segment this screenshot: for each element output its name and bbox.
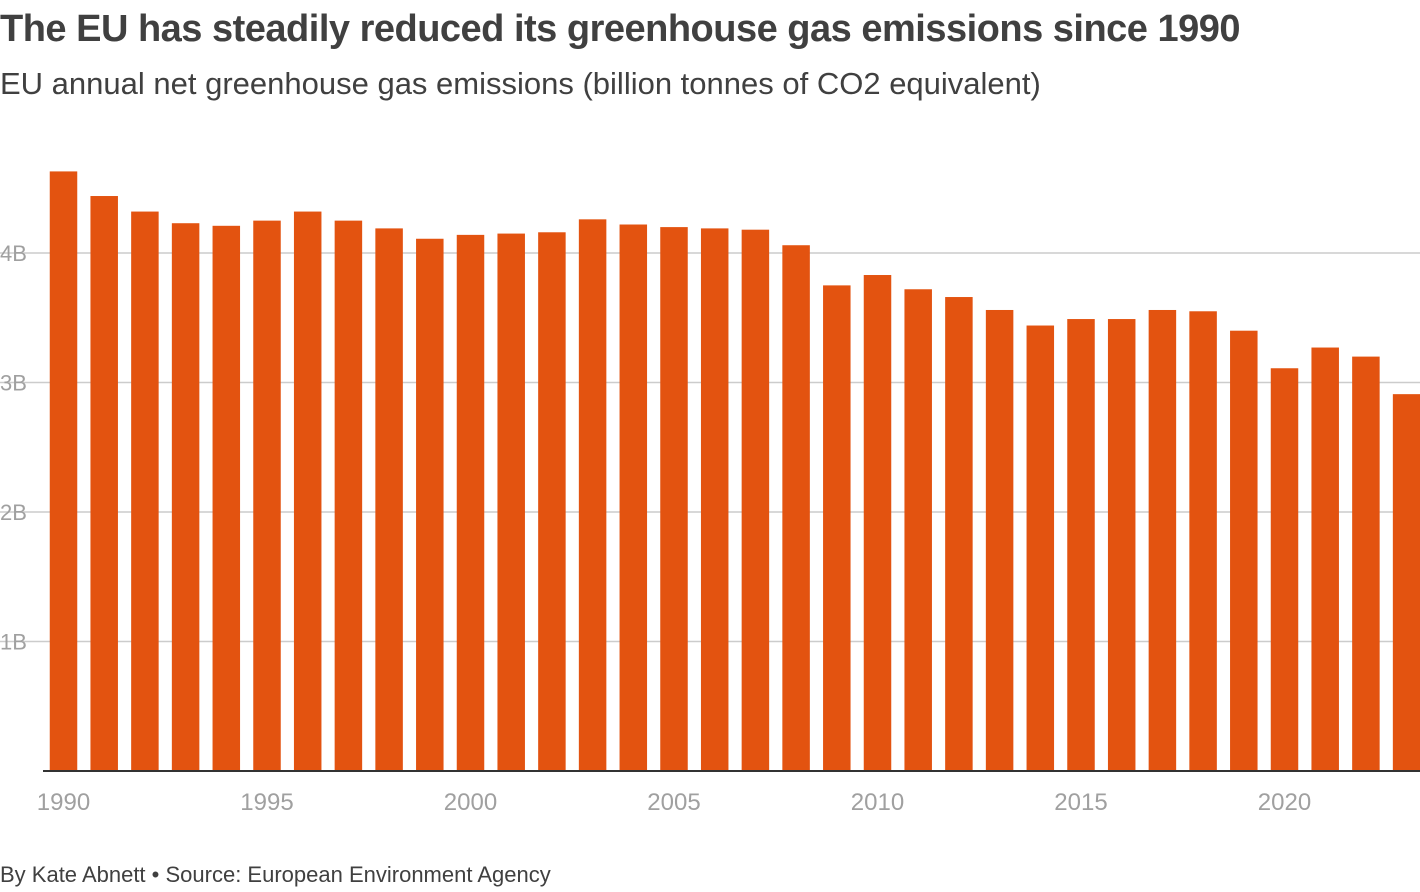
- bar-2003: [578, 219, 607, 771]
- bar-2018: [1189, 311, 1217, 771]
- bar-1992: [131, 211, 159, 771]
- bar-2022: [1352, 356, 1380, 771]
- x-tick-label: 2010: [851, 789, 904, 816]
- bar-2019: [1230, 330, 1258, 771]
- bar-1990: [49, 171, 78, 772]
- y-tick-label: 3B: [0, 371, 27, 396]
- bar-2007: [741, 229, 770, 771]
- bar-2015: [1067, 319, 1095, 771]
- source-note: Source: European Environment Agency: [165, 862, 551, 887]
- x-tick-label: 2005: [647, 789, 700, 816]
- bar-2001: [497, 233, 525, 771]
- bar-2011: [904, 289, 932, 771]
- chart-subtitle: EU annual net greenhouse gas emissions (…: [0, 66, 1041, 101]
- x-tick-label: 2020: [1258, 789, 1311, 816]
- bar-2005: [660, 227, 688, 772]
- y-tick-label: 4B: [0, 241, 27, 266]
- bars: [49, 171, 1420, 772]
- bar-1994: [212, 225, 241, 771]
- bar-2002: [538, 232, 566, 771]
- bar-1993: [171, 223, 200, 772]
- x-tick-label: 2015: [1054, 789, 1107, 816]
- y-tick-label: 2B: [0, 500, 27, 525]
- bar-1998: [375, 228, 403, 771]
- chart-footer: By Kate Abnett • Source: European Enviro…: [0, 862, 551, 888]
- bar-1996: [293, 211, 322, 771]
- bar-1997: [334, 220, 363, 771]
- bar-2010: [863, 275, 892, 771]
- bar-2006: [700, 228, 729, 771]
- bar-2009: [823, 285, 851, 771]
- bar-2017: [1148, 309, 1177, 771]
- bar-1991: [90, 196, 118, 771]
- y-tick-label: 1B: [0, 630, 27, 655]
- x-tick-label: 2000: [444, 789, 497, 816]
- x-tick-label: 1990: [37, 789, 90, 816]
- bar-2004: [619, 224, 648, 771]
- bar-1995: [253, 220, 281, 771]
- tick-labels: 1B 2B 3B 4B 1990 1995 2000 2005 2010 2015 2020: [0, 241, 1311, 816]
- chart-title: The EU has steadily reduced its greenhou…: [0, 8, 1241, 50]
- bar-2014: [1026, 325, 1055, 771]
- bar-2023: [1392, 394, 1420, 771]
- bar-2012: [945, 297, 973, 771]
- bar-2013: [985, 309, 1014, 771]
- x-tick-label: 1995: [240, 789, 293, 816]
- bar-2016: [1107, 319, 1136, 771]
- separator-dot: •: [151, 862, 160, 887]
- bar-2020: [1270, 368, 1299, 771]
- bar-2000: [456, 234, 485, 771]
- bar-2021: [1311, 347, 1339, 771]
- byline: By Kate Abnett: [0, 862, 146, 887]
- bar-2008: [782, 245, 810, 772]
- bar-1999: [416, 238, 444, 771]
